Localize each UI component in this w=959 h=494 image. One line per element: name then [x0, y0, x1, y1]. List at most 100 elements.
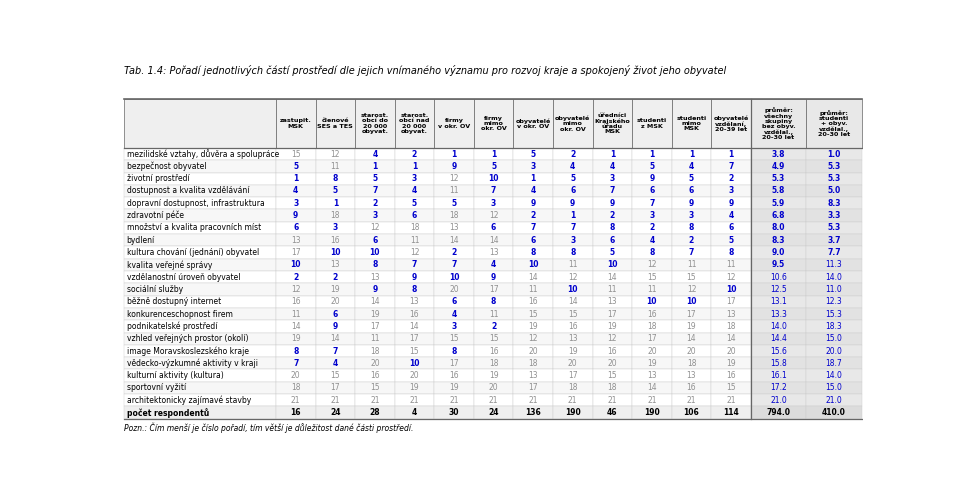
Text: 15: 15: [370, 383, 380, 392]
Text: 5: 5: [491, 162, 496, 171]
Text: počet respondentů: počet respondentů: [127, 408, 209, 417]
Bar: [474, 172, 513, 185]
Bar: [395, 197, 434, 209]
Text: 5: 5: [530, 150, 536, 159]
Text: 190: 190: [644, 408, 660, 417]
Bar: [434, 382, 474, 394]
Text: 10: 10: [369, 248, 380, 257]
Text: 7: 7: [649, 199, 655, 208]
Bar: [355, 407, 395, 419]
Bar: [593, 308, 632, 320]
Bar: [276, 407, 316, 419]
Bar: [124, 234, 276, 247]
Bar: [513, 148, 553, 160]
Text: vzdělanostní úroveň obyvatel: vzdělanostní úroveň obyvatel: [127, 273, 240, 282]
Bar: [316, 247, 355, 259]
Bar: [124, 259, 276, 271]
Text: 12.5: 12.5: [770, 285, 787, 294]
Text: 8: 8: [689, 223, 694, 232]
Bar: [712, 172, 751, 185]
Text: 2: 2: [689, 236, 694, 245]
Bar: [553, 247, 593, 259]
Text: 15: 15: [568, 310, 577, 319]
Text: 7: 7: [452, 260, 456, 269]
Bar: [434, 247, 474, 259]
Text: 14: 14: [449, 236, 458, 245]
Bar: [593, 99, 632, 148]
Text: 2: 2: [610, 211, 615, 220]
Bar: [751, 370, 807, 382]
Bar: [807, 172, 861, 185]
Text: 19: 19: [607, 322, 618, 331]
Text: 8: 8: [372, 260, 378, 269]
Text: 5: 5: [333, 187, 338, 196]
Bar: [124, 148, 276, 160]
Text: 5: 5: [689, 174, 694, 183]
Bar: [751, 320, 807, 332]
Bar: [276, 259, 316, 271]
Text: kulturní aktivity (kultura): kulturní aktivity (kultura): [127, 371, 223, 380]
Bar: [395, 308, 434, 320]
Bar: [751, 394, 807, 407]
Bar: [632, 160, 671, 172]
Bar: [593, 332, 632, 345]
Text: studenti
mimo
MSK: studenti mimo MSK: [676, 116, 707, 131]
Bar: [712, 247, 751, 259]
Bar: [395, 247, 434, 259]
Bar: [355, 295, 395, 308]
Text: 9: 9: [452, 162, 456, 171]
Bar: [632, 295, 671, 308]
Bar: [751, 172, 807, 185]
Text: 6: 6: [570, 187, 575, 196]
Bar: [276, 234, 316, 247]
Text: 13: 13: [489, 248, 499, 257]
Text: 21: 21: [608, 396, 617, 405]
Text: 7: 7: [411, 260, 417, 269]
Bar: [712, 345, 751, 357]
Text: 15: 15: [449, 334, 458, 343]
Bar: [316, 259, 355, 271]
Bar: [513, 271, 553, 284]
Text: 2: 2: [649, 223, 654, 232]
Text: 8: 8: [728, 248, 734, 257]
Bar: [712, 308, 751, 320]
Bar: [474, 382, 513, 394]
Text: 9: 9: [491, 273, 496, 282]
Text: 5.3: 5.3: [772, 174, 785, 183]
Bar: [513, 247, 553, 259]
Bar: [395, 370, 434, 382]
Bar: [553, 357, 593, 370]
Bar: [632, 222, 671, 234]
Bar: [434, 259, 474, 271]
Text: 11: 11: [370, 334, 380, 343]
Text: 6: 6: [372, 236, 378, 245]
Bar: [474, 148, 513, 160]
Text: obyvatelé
v okr. OV: obyvatelé v okr. OV: [516, 118, 550, 129]
Bar: [751, 345, 807, 357]
Bar: [434, 345, 474, 357]
Text: 106: 106: [684, 408, 699, 417]
Bar: [671, 259, 712, 271]
Bar: [513, 345, 553, 357]
Text: sportovní vyžití: sportovní vyžití: [127, 383, 186, 392]
Bar: [434, 209, 474, 222]
Text: 10: 10: [687, 297, 696, 306]
Text: 7: 7: [491, 187, 497, 196]
Bar: [434, 394, 474, 407]
Bar: [395, 160, 434, 172]
Text: 9: 9: [411, 273, 417, 282]
Text: 16: 16: [687, 383, 696, 392]
Text: 11: 11: [528, 285, 538, 294]
Bar: [671, 295, 712, 308]
Bar: [124, 271, 276, 284]
Bar: [593, 172, 632, 185]
Text: 6: 6: [530, 236, 536, 245]
Bar: [355, 197, 395, 209]
Text: 14.0: 14.0: [826, 371, 842, 380]
Bar: [395, 394, 434, 407]
Bar: [276, 185, 316, 197]
Bar: [671, 382, 712, 394]
Text: 18.3: 18.3: [826, 322, 842, 331]
Text: 14: 14: [291, 322, 300, 331]
Bar: [276, 320, 316, 332]
